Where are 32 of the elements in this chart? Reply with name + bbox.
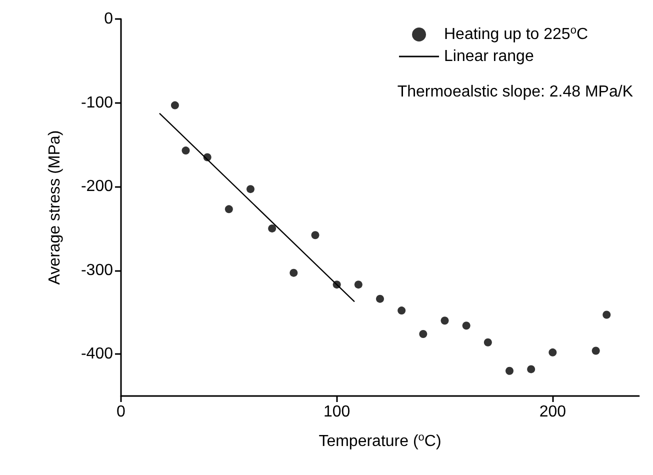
- point: [419, 330, 428, 338]
- point: [506, 366, 514, 375]
- point: [203, 153, 212, 162]
- point: [592, 346, 600, 355]
- legend-label: Linear range: [444, 48, 534, 65]
- point: [224, 205, 233, 214]
- point: [548, 348, 557, 356]
- point: [462, 322, 470, 330]
- point: [290, 268, 298, 277]
- annotation: Thermoealstic slope: 2.48 MPa/K: [397, 84, 634, 100]
- point: [376, 294, 384, 303]
- x-tick-label: 0: [116, 404, 126, 420]
- point: [182, 146, 190, 155]
- y-tick-label: -300: [80, 262, 114, 279]
- point: [398, 306, 406, 315]
- y-tick-label: 0: [104, 10, 114, 28]
- point: [268, 224, 276, 232]
- point: [440, 316, 449, 325]
- y-axis-title: Average stress (MPa): [46, 130, 64, 285]
- point: [332, 280, 341, 289]
- x-tick-label: 200: [539, 404, 566, 420]
- point: [311, 231, 320, 240]
- x-tick-label: 100: [323, 404, 350, 420]
- point: [484, 338, 492, 346]
- point: [170, 101, 179, 110]
- point: [246, 185, 254, 194]
- point: [527, 365, 536, 374]
- y-tick-label: -400: [80, 346, 114, 363]
- y-tick-label: -200: [80, 178, 114, 196]
- y-tick-label: -100: [80, 94, 114, 112]
- point: [602, 310, 611, 319]
- point: [354, 280, 362, 289]
